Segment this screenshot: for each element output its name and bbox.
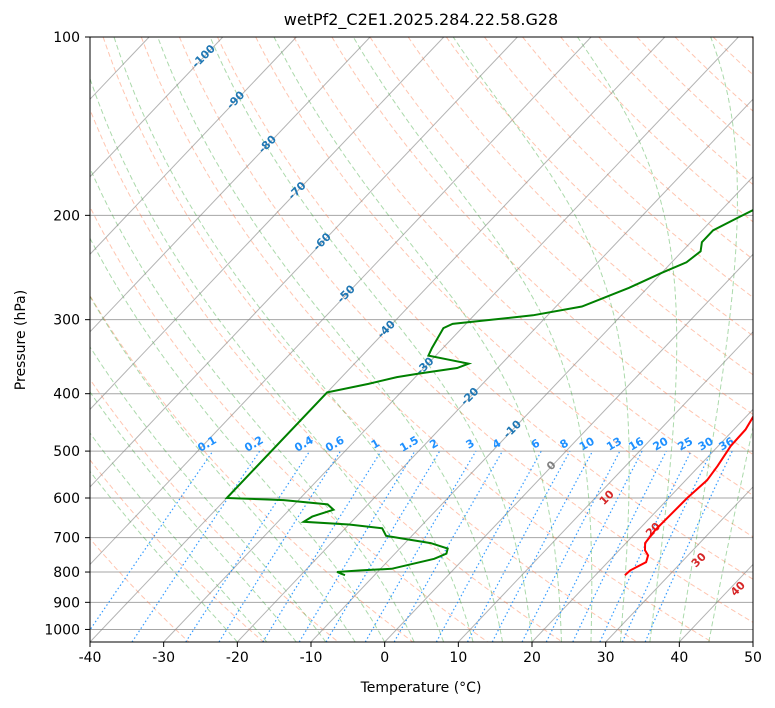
y-tick-label: 800 bbox=[53, 565, 80, 581]
y-tick-label: 700 bbox=[53, 531, 80, 547]
plot-frame bbox=[89, 36, 754, 643]
dewpoint-profile-line bbox=[224, 209, 753, 577]
dry-adiabat-line bbox=[484, 37, 753, 298]
x-tick-label: 0 bbox=[380, 650, 389, 666]
moist-adiabat-line bbox=[90, 237, 386, 642]
y-tick-label: 300 bbox=[53, 313, 80, 329]
moist-adiabat-line bbox=[452, 37, 630, 642]
mixing-ratio-line bbox=[435, 450, 542, 642]
mixing-ratio-line bbox=[572, 450, 667, 642]
x-tick-label: -30 bbox=[152, 650, 175, 666]
moist-adiabat-line bbox=[90, 470, 238, 642]
dry-adiabat-line bbox=[178, 37, 753, 623]
mixing-ratio-line bbox=[262, 450, 382, 642]
isotherm-line bbox=[90, 37, 445, 411]
moist-adiabat-line bbox=[157, 37, 503, 642]
moist-adiabat-line bbox=[113, 37, 474, 642]
y-axis-label: Pressure (hPa) bbox=[13, 290, 29, 390]
mixing-ratio-line bbox=[393, 450, 504, 642]
temperature-profile-line bbox=[624, 415, 753, 576]
moist-adiabat-line bbox=[273, 37, 562, 642]
x-tick-label: -20 bbox=[226, 650, 249, 666]
mixing-ratio-line bbox=[466, 450, 571, 642]
mixing-ratio-line bbox=[298, 450, 416, 642]
mixing-ratio-line bbox=[644, 450, 733, 642]
x-tick-label: 10 bbox=[449, 650, 467, 666]
dry-adiabat-line bbox=[90, 108, 563, 642]
isotherm-line bbox=[90, 37, 518, 488]
moist-adiabat-line bbox=[708, 424, 753, 642]
x-tick-label: 40 bbox=[670, 650, 688, 666]
dry-adiabat-line bbox=[90, 459, 264, 642]
x-tick-label: 30 bbox=[597, 650, 615, 666]
x-tick-label: -10 bbox=[300, 650, 323, 666]
isotherm-line bbox=[163, 37, 739, 642]
isotherm-line bbox=[90, 37, 224, 178]
dry-adiabat-line bbox=[102, 37, 638, 642]
y-tick-label: 500 bbox=[53, 444, 80, 460]
mixing-ratio-line bbox=[218, 450, 342, 642]
isotherm-line bbox=[90, 37, 666, 642]
x-tick-label: -40 bbox=[79, 650, 102, 666]
y-tick-label: 1000 bbox=[44, 622, 80, 638]
dry-adiabat-line bbox=[140, 37, 712, 642]
moist-adiabat-line bbox=[90, 295, 356, 642]
y-tick-label: 200 bbox=[53, 208, 80, 224]
moist-adiabat-line bbox=[577, 37, 678, 642]
isotherm-line bbox=[90, 37, 297, 256]
y-tick-label: 100 bbox=[53, 30, 80, 46]
moist-adiabat-line bbox=[678, 37, 738, 642]
y-tick-label: 900 bbox=[53, 595, 80, 611]
axes: -40 -30 -20 -10 0 10 20 30 40 50 100 200 300 400 500 60… bbox=[44, 30, 762, 666]
isotherm-line bbox=[384, 253, 753, 642]
moist-adiabat-line bbox=[90, 77, 445, 642]
dry-adiabat-line bbox=[90, 205, 488, 642]
y-tick-label: 600 bbox=[53, 491, 80, 507]
mixing-ratio-line bbox=[90, 450, 214, 631]
mixing-ratio-line bbox=[545, 450, 643, 642]
x-tick-label: 20 bbox=[523, 650, 541, 666]
isotherm-line bbox=[605, 486, 753, 642]
isotherm-line bbox=[310, 176, 753, 642]
isotherm-line bbox=[236, 98, 753, 642]
isotherm-line bbox=[531, 408, 753, 642]
dry-adiabat-line bbox=[369, 37, 753, 415]
dry-adiabat-line bbox=[293, 37, 753, 496]
isotherm-line bbox=[90, 37, 592, 566]
plot-area: 0.1 0.2 0.4 0.6 1 1.5 2 3 4 6 8 10 13 16 20 25 30 36-100-… bbox=[90, 37, 753, 642]
mixing-ratio-line bbox=[185, 450, 311, 642]
isotherm-line bbox=[90, 37, 371, 333]
isotherm-line bbox=[457, 331, 753, 642]
moist-adiabat-line bbox=[90, 391, 297, 642]
dry-adiabat-line bbox=[445, 37, 753, 337]
x-axis-label: Temperature (°C) bbox=[360, 680, 482, 696]
dry-adiabat-line bbox=[407, 37, 753, 376]
moist-adiabat-line bbox=[90, 346, 327, 642]
dry-adiabat-line bbox=[331, 37, 753, 456]
x-tick-label: 50 bbox=[744, 650, 762, 666]
chart-title: wetPf2_C2E1.2025.284.22.58.G28 bbox=[284, 10, 558, 30]
moist-adiabat-line bbox=[209, 37, 533, 642]
y-tick-label: 400 bbox=[53, 387, 80, 403]
moist-adiabat-line bbox=[352, 37, 593, 642]
